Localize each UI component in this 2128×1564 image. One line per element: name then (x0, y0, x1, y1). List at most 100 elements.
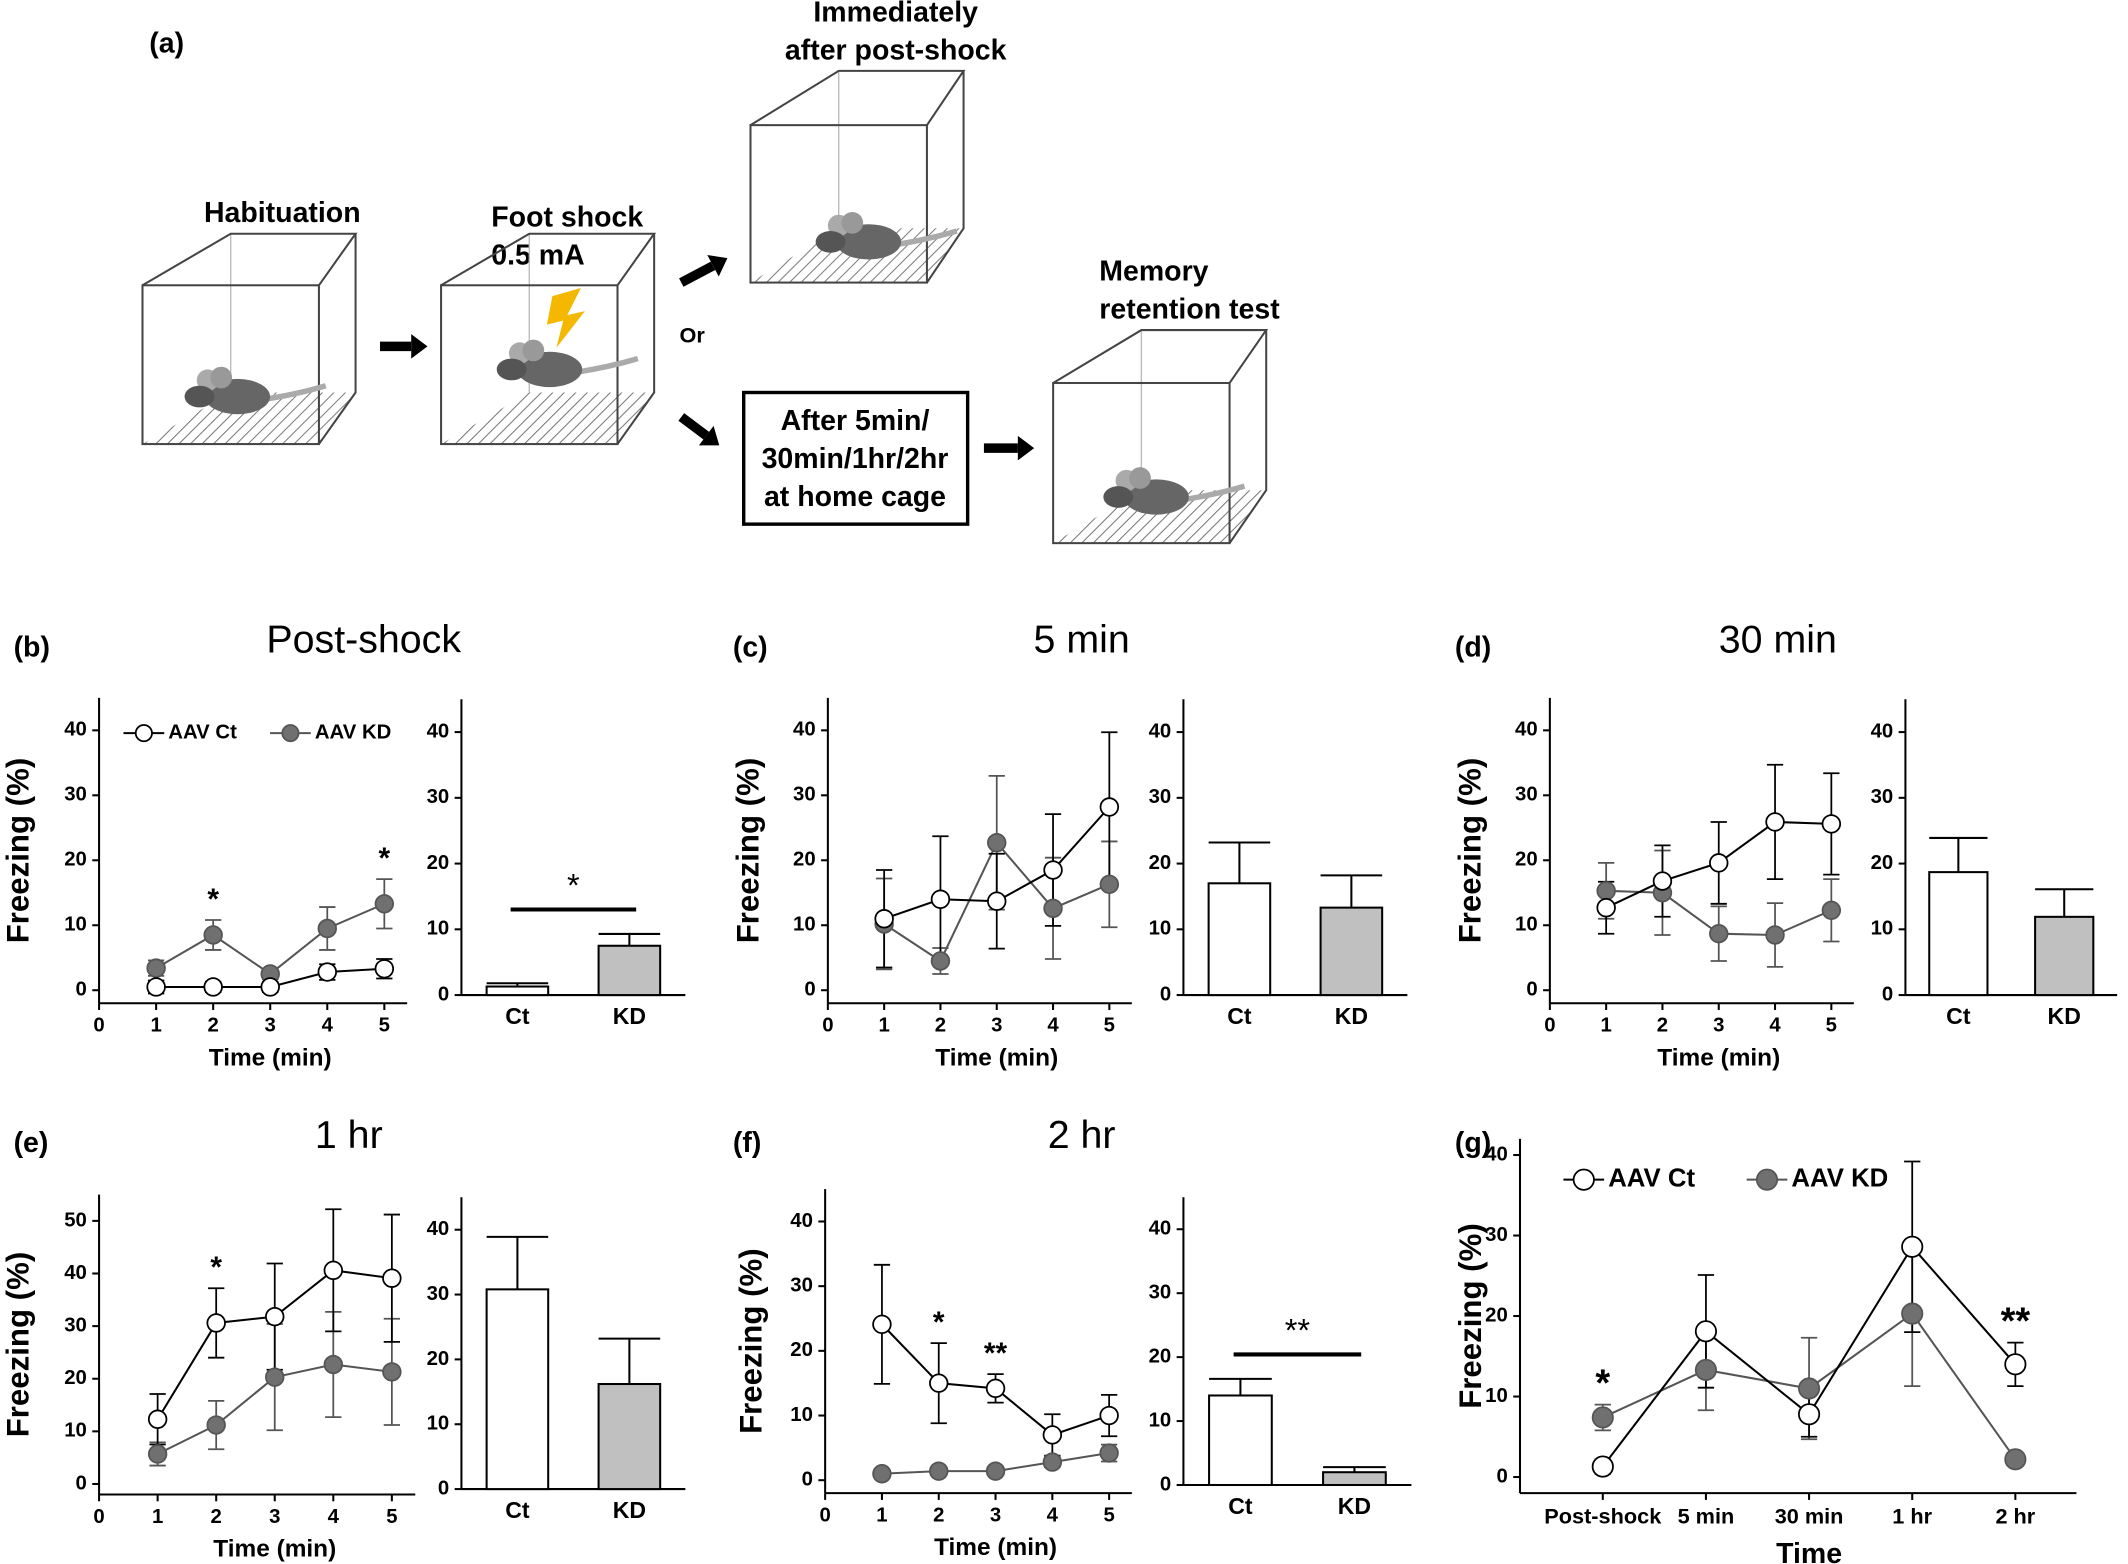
data-point (1596, 881, 1616, 901)
x-tick-label: 5 (1103, 1505, 1114, 1527)
x-tick-label: 4 (322, 1015, 334, 1037)
data-point (323, 1354, 344, 1375)
chart-title: Post-shock (266, 618, 461, 662)
or-label: Or (679, 323, 705, 348)
data-point (146, 958, 166, 978)
x-tick-label: 0 (822, 1015, 833, 1037)
data-point (929, 1373, 949, 1393)
x-tick-label: 5 (1104, 1015, 1115, 1037)
data-point (265, 1367, 285, 1387)
legend-marker (1572, 1168, 1595, 1191)
mouse-tail (576, 355, 639, 375)
arrow-shaft (679, 261, 716, 287)
x-tick-label: 4 (1047, 1015, 1059, 1037)
x-tick-label: 0 (1544, 1015, 1555, 1037)
y-tick-label: 50 (64, 1209, 87, 1231)
y-tick-label: 20 (64, 1367, 87, 1389)
box-text: After 5min/ (781, 405, 930, 437)
x-tick-label: 1 (1600, 1015, 1611, 1037)
data-point (260, 977, 280, 997)
panel-label: (e) (14, 1127, 49, 1159)
cube-back (749, 69, 966, 127)
y-tick-label: 0 (804, 979, 815, 1001)
panel-label: (c) (733, 632, 768, 664)
arrow-head (698, 425, 720, 446)
y-tick-label: 40 (1149, 720, 1172, 742)
y-tick-label: 20 (427, 1348, 450, 1370)
x-tick-label: 4 (1047, 1505, 1059, 1527)
y-tick-label: 40 (427, 720, 450, 742)
y-tick-label: 30 (1485, 1224, 1508, 1246)
y-tick-label: 30 (64, 1314, 87, 1336)
chart-title: 1 hr (315, 1113, 383, 1157)
y-tick-label: 40 (790, 1210, 813, 1232)
data-point (1798, 1377, 1821, 1400)
stage-label: 0.5 mA (491, 239, 584, 271)
y-tick-label: 40 (1871, 720, 1894, 742)
significance: ** (1285, 1312, 1311, 1348)
y-tick-label: 30 (427, 786, 450, 808)
cube-side (318, 233, 357, 445)
data-point (1043, 860, 1063, 880)
annotation: ** (984, 1337, 1008, 1370)
x-tick-label: Ct (505, 1497, 530, 1523)
data-point (323, 1260, 344, 1281)
data-point (147, 1444, 168, 1464)
x-tick-label: 1 hr (1892, 1503, 1932, 1528)
x-tick-label: 3 (265, 1015, 276, 1037)
panel-label: (f) (733, 1127, 761, 1159)
data-point (206, 1313, 226, 1333)
y-tick-label: 10 (427, 1413, 450, 1435)
data-point (929, 1461, 949, 1481)
y-tick-label: 40 (1149, 1218, 1172, 1240)
y-tick-label: 10 (1515, 914, 1538, 936)
mouse-tail (264, 383, 327, 402)
schematic: (a) Habituation Foot shock 0.5 mA Immedi… (141, 0, 1280, 545)
y-tick-label: 30 (1149, 786, 1172, 808)
y-tick-label: 20 (427, 852, 450, 874)
y-tick-label: 20 (1149, 1346, 1172, 1368)
series-line (155, 902, 385, 976)
significance: * (567, 867, 580, 903)
data-point (2004, 1353, 2027, 1376)
y-axis-label: Freezing (%) (731, 758, 766, 944)
y-axis-label: Freezing (%) (1453, 1223, 1488, 1409)
y-tick-label: 10 (790, 1404, 813, 1426)
data-point (872, 1464, 892, 1484)
x-axis-label: Time (min) (1657, 1044, 1780, 1071)
x-tick-label: KD (613, 1003, 646, 1029)
floor (441, 392, 655, 445)
y-axis-label: Freezing (%) (733, 1248, 768, 1434)
data-point (1709, 853, 1729, 873)
stage-label: Immediately (813, 0, 978, 28)
x-tick-label: Ct (1946, 1003, 1971, 1029)
y-tick-label: 10 (1871, 918, 1894, 940)
box-text: 30min/1hr/2hr (762, 443, 949, 475)
mouse-ear (841, 212, 864, 234)
y-tick-label: 10 (1485, 1385, 1508, 1407)
x-tick-label: KD (1335, 1003, 1368, 1029)
stage-label: Foot shock (491, 201, 643, 233)
x-tick-label: 3 (990, 1505, 1001, 1527)
data-point (874, 909, 894, 929)
x-tick-label: Ct (1228, 1493, 1253, 1519)
mouse-ear (210, 366, 233, 389)
data-point (382, 1268, 402, 1288)
x-tick-label: 4 (1769, 1015, 1781, 1037)
data-point (1901, 1302, 1924, 1325)
data-point (985, 1378, 1006, 1399)
data-point (374, 959, 395, 979)
y-tick-label: 40 (793, 719, 816, 741)
x-tick-label: 2 (1657, 1015, 1668, 1037)
y-tick-label: 20 (1871, 852, 1894, 874)
x-tick-label: Ct (1227, 1003, 1252, 1029)
data-point (987, 891, 1007, 911)
arrow-head (707, 254, 728, 277)
data-point (1099, 1405, 1119, 1426)
data-point (317, 962, 337, 982)
x-tick-label: 0 (819, 1505, 830, 1527)
annotation: ** (2001, 1301, 2031, 1343)
x-tick-label: 30 min (1775, 1503, 1844, 1528)
legend-label: AAV KD (315, 722, 391, 744)
y-tick-label: 20 (790, 1339, 813, 1361)
